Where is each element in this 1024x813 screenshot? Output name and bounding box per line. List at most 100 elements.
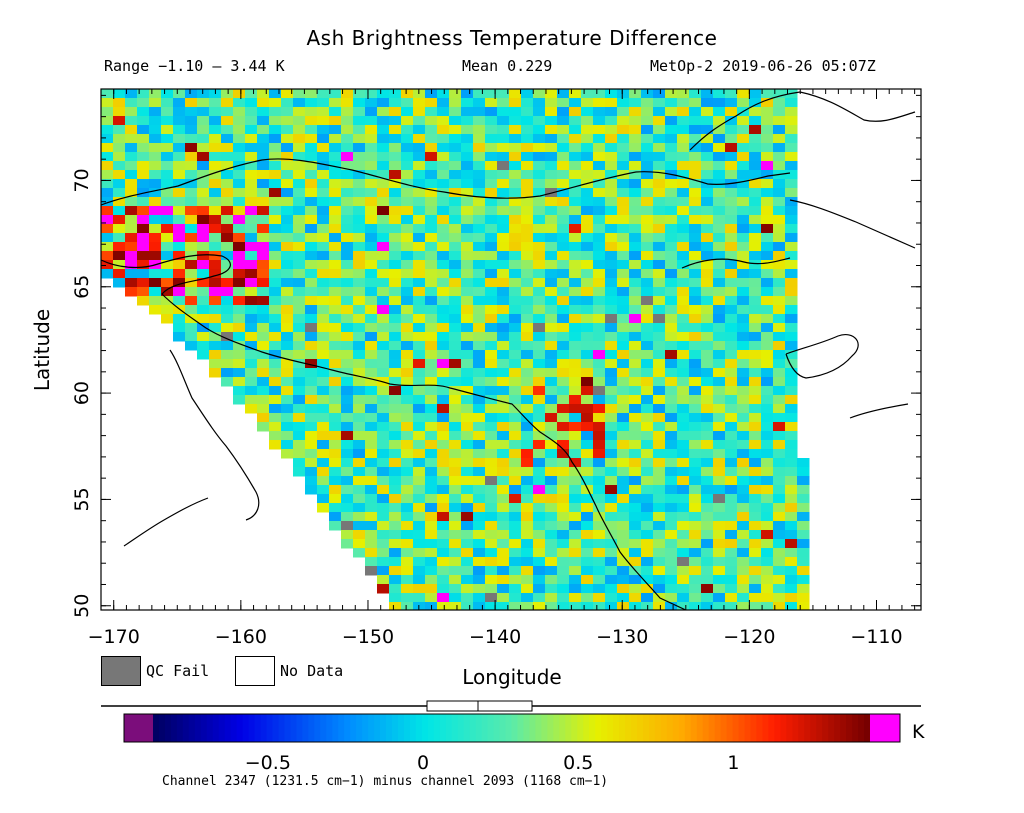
- swath-pixel: [689, 152, 702, 162]
- swath-pixel: [413, 314, 426, 324]
- swath-pixel: [497, 458, 510, 468]
- swath-pixel: [665, 269, 678, 279]
- colorbar-segment: [768, 714, 775, 742]
- swath-pixel: [593, 287, 606, 297]
- swath-pixel: [545, 431, 558, 441]
- swath-pixel: [269, 206, 282, 216]
- swath-pixel: [605, 422, 618, 432]
- swath-pixel: [713, 485, 726, 495]
- swath-pixel: [497, 359, 510, 369]
- swath-pixel: [449, 584, 462, 594]
- swath-pixel: [509, 377, 522, 387]
- swath-pixel: [413, 197, 426, 207]
- swath-pixel: [353, 449, 366, 459]
- swath-pixel: [629, 305, 642, 315]
- swath-pixel: [569, 242, 582, 252]
- swath-pixel: [533, 404, 546, 414]
- swath-pixel: [653, 197, 666, 207]
- swath-pixel: [593, 314, 606, 324]
- swath-pixel: [365, 242, 378, 252]
- swath-pixel: [593, 512, 606, 522]
- swath-pixel: [161, 242, 174, 252]
- swath-pixel: [797, 476, 810, 486]
- swath-pixel: [725, 521, 738, 531]
- y-tick-label: 50: [71, 594, 93, 618]
- swath-pixel: [689, 350, 702, 360]
- swath-pixel: [305, 179, 318, 189]
- swath-pixel: [173, 116, 186, 126]
- swath-pixel: [785, 521, 798, 531]
- swath-pixel: [185, 242, 198, 252]
- swath-pixel: [641, 530, 654, 540]
- swath-pixel: [545, 584, 558, 594]
- swath-pixel: [413, 251, 426, 261]
- swath-pixel: [665, 341, 678, 351]
- swath-pixel: [665, 395, 678, 405]
- swath-pixel: [749, 152, 762, 162]
- swath-pixel: [293, 359, 306, 369]
- swath-pixel: [341, 260, 354, 270]
- swath-pixel: [245, 116, 258, 126]
- swath-pixel: [197, 116, 210, 126]
- swath-pixel: [293, 350, 306, 360]
- swath-pixel: [701, 278, 714, 288]
- colorbar-segment: [846, 714, 853, 742]
- swath-pixel: [305, 116, 318, 126]
- swath-pixel: [677, 170, 690, 180]
- swath-pixel: [101, 206, 114, 216]
- swath-pixel: [581, 557, 594, 567]
- swath-pixel: [461, 449, 474, 459]
- colorbar-segment: [828, 714, 835, 742]
- swath-pixel: [413, 323, 426, 333]
- swath-pixel: [209, 98, 222, 108]
- swath-pixel: [713, 584, 726, 594]
- swath-pixel: [449, 386, 462, 396]
- colorbar-segment: [332, 714, 339, 742]
- swath-pixel: [509, 548, 522, 558]
- swath-pixel: [677, 296, 690, 306]
- swath-pixel: [317, 404, 330, 414]
- swath-pixel: [569, 431, 582, 441]
- swath-pixel: [437, 512, 450, 522]
- swath-pixel: [305, 125, 318, 135]
- swath-pixel: [401, 386, 414, 396]
- swath-pixel: [437, 125, 450, 135]
- swath-pixel: [401, 161, 414, 171]
- swath-pixel: [593, 440, 606, 450]
- swath-pixel: [137, 269, 150, 279]
- colorbar-segment: [720, 714, 728, 742]
- colorbar-slider[interactable]: [426, 700, 533, 712]
- swath-pixel: [461, 278, 474, 288]
- swath-pixel: [413, 242, 426, 252]
- swath-pixel: [533, 287, 546, 297]
- swath-pixel: [281, 395, 294, 405]
- swath-pixel: [653, 539, 666, 549]
- swath-pixel: [761, 485, 774, 495]
- colorbar-segment: [607, 714, 614, 742]
- swath-pixel: [497, 368, 510, 378]
- swath-pixel: [569, 566, 582, 576]
- swath-pixel: [749, 386, 762, 396]
- swath-pixel: [581, 548, 594, 558]
- colorbar-segment: [571, 714, 578, 742]
- swath-pixel: [785, 422, 798, 432]
- swath-pixel: [665, 548, 678, 558]
- swath-pixel: [377, 188, 390, 198]
- swath-pixel: [773, 584, 786, 594]
- swath-pixel: [353, 269, 366, 279]
- swath-pixel: [521, 269, 534, 279]
- swath-pixel: [701, 467, 714, 477]
- swath-pixel: [425, 404, 438, 414]
- swath-pixel: [521, 557, 534, 567]
- swath-pixel: [449, 188, 462, 198]
- swath-pixel: [725, 125, 738, 135]
- swath-pixel: [569, 134, 582, 144]
- swath-pixel: [341, 206, 354, 216]
- swath-pixel: [389, 278, 402, 288]
- swath-pixel: [485, 323, 498, 333]
- swath-pixel: [161, 143, 174, 153]
- swath-pixel: [221, 278, 234, 288]
- swath-pixel: [629, 143, 642, 153]
- swath-pixel: [545, 359, 558, 369]
- swath-pixel: [653, 521, 666, 531]
